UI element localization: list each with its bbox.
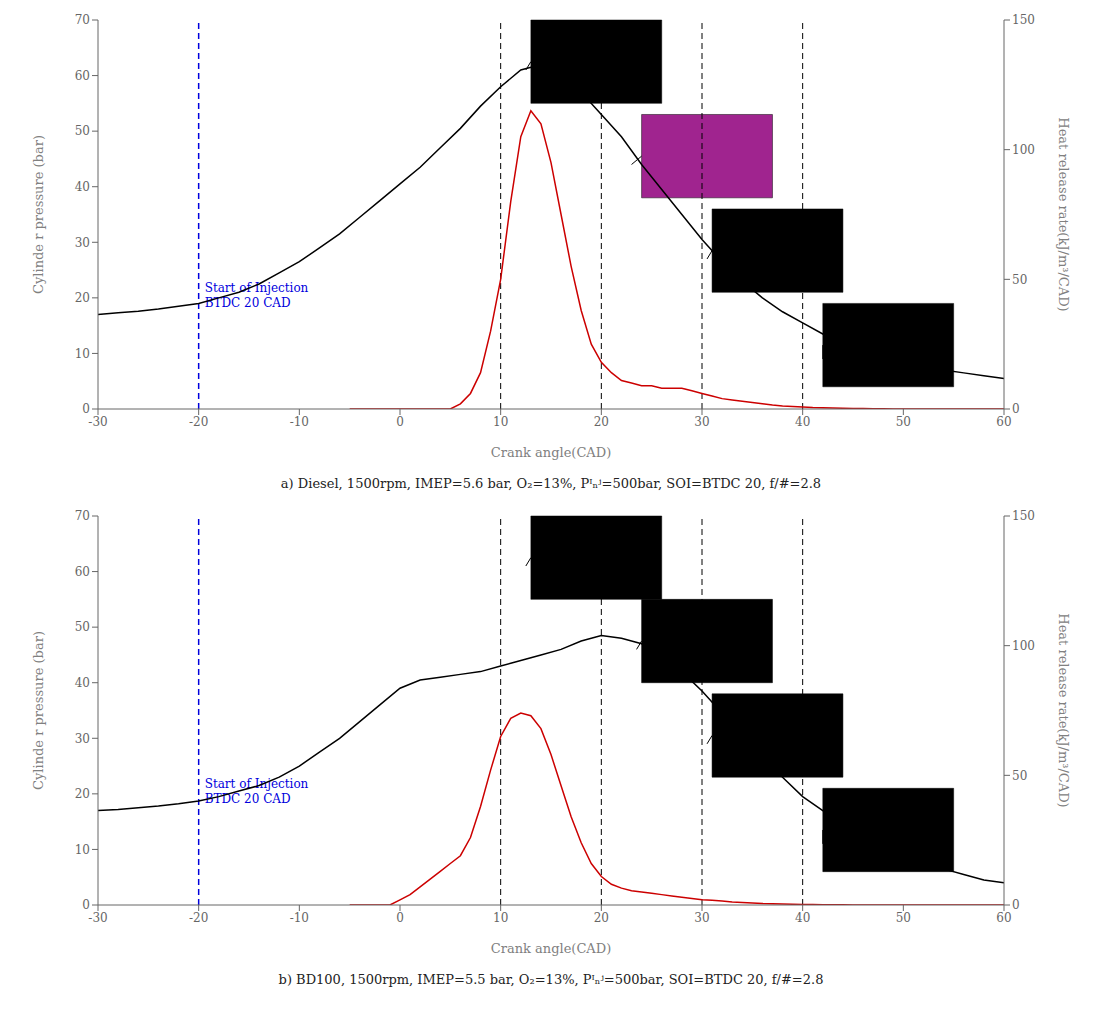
- svg-text:50: 50: [896, 911, 911, 925]
- svg-text:-30: -30: [88, 415, 107, 429]
- svg-text:30: 30: [75, 732, 90, 746]
- svg-text:Heat release rate(kJ/m³/CAD): Heat release rate(kJ/m³/CAD): [1056, 613, 1071, 807]
- html-text:Start of Injection: Start of Injection: [204, 281, 309, 296]
- svg-text:50: 50: [896, 415, 911, 429]
- html-text:b) BD100, 1500rpm, IMEP=5.5 ba: b) BD100, 1500rpm, IMEP=5.5 bar, O₂=13%,…: [278, 972, 824, 987]
- svg-text:10: 10: [75, 347, 90, 361]
- svg-text:0: 0: [396, 911, 404, 925]
- svg-text:70: 70: [75, 13, 90, 27]
- svg-text:20: 20: [75, 787, 90, 801]
- svg-text:30: 30: [75, 236, 90, 250]
- svg-text:-20: -20: [189, 911, 208, 925]
- svg-text:150: 150: [1012, 13, 1035, 27]
- svg-text:Crank angle(CAD): Crank angle(CAD): [491, 941, 612, 956]
- svg-text:0: 0: [82, 898, 90, 912]
- svg-text:40: 40: [75, 676, 90, 690]
- svg-text:150: 150: [1012, 509, 1035, 523]
- svg-text:-20: -20: [189, 415, 208, 429]
- svg-text:Cylinde r pressure (bar): Cylinde r pressure (bar): [31, 631, 46, 790]
- svg-text:0: 0: [82, 402, 90, 416]
- svg-text:100: 100: [1012, 639, 1035, 653]
- svg-text:50: 50: [75, 124, 90, 138]
- svg-text:10: 10: [75, 843, 90, 857]
- svg-text:30: 30: [694, 415, 709, 429]
- svg-text:10: 10: [493, 415, 508, 429]
- svg-text:-10: -10: [290, 911, 309, 925]
- svg-text:10: 10: [493, 911, 508, 925]
- svg-text:50: 50: [1012, 769, 1027, 783]
- svg-text:-30: -30: [88, 911, 107, 925]
- svg-text:40: 40: [795, 911, 810, 925]
- svg-text:20: 20: [594, 415, 609, 429]
- svg-text:70: 70: [75, 509, 90, 523]
- svg-text:100: 100: [1012, 143, 1035, 157]
- svg-text:40: 40: [795, 415, 810, 429]
- svg-text:0: 0: [1012, 402, 1020, 416]
- svg-text:30: 30: [694, 911, 709, 925]
- svg-text:60: 60: [75, 69, 90, 83]
- svg-text:Heat release rate(kJ/m³/CAD): Heat release rate(kJ/m³/CAD): [1056, 117, 1071, 311]
- svg-text:60: 60: [75, 565, 90, 579]
- svg-text:20: 20: [75, 291, 90, 305]
- svg-text:50: 50: [75, 620, 90, 634]
- svg-text:Start of InjectionBTDC 20 CAD: Start of InjectionBTDC 20 CAD: [205, 777, 309, 806]
- svg-text:40: 40: [75, 180, 90, 194]
- svg-text:60: 60: [996, 415, 1011, 429]
- html-text:a) Diesel, 1500rpm, IMEP=5.6 b: a) Diesel, 1500rpm, IMEP=5.6 bar, O₂=13%…: [280, 476, 822, 491]
- svg-text:0: 0: [1012, 898, 1020, 912]
- svg-text:60: 60: [996, 911, 1011, 925]
- svg-text:50: 50: [1012, 273, 1027, 287]
- svg-text:0: 0: [396, 415, 404, 429]
- svg-text:Crank angle(CAD): Crank angle(CAD): [491, 445, 612, 460]
- svg-text:20: 20: [594, 911, 609, 925]
- svg-text:Cylinde r pressure (bar): Cylinde r pressure (bar): [31, 135, 46, 294]
- svg-text:-10: -10: [290, 415, 309, 429]
- html-text:BTDC 20 CAD: BTDC 20 CAD: [204, 296, 291, 311]
